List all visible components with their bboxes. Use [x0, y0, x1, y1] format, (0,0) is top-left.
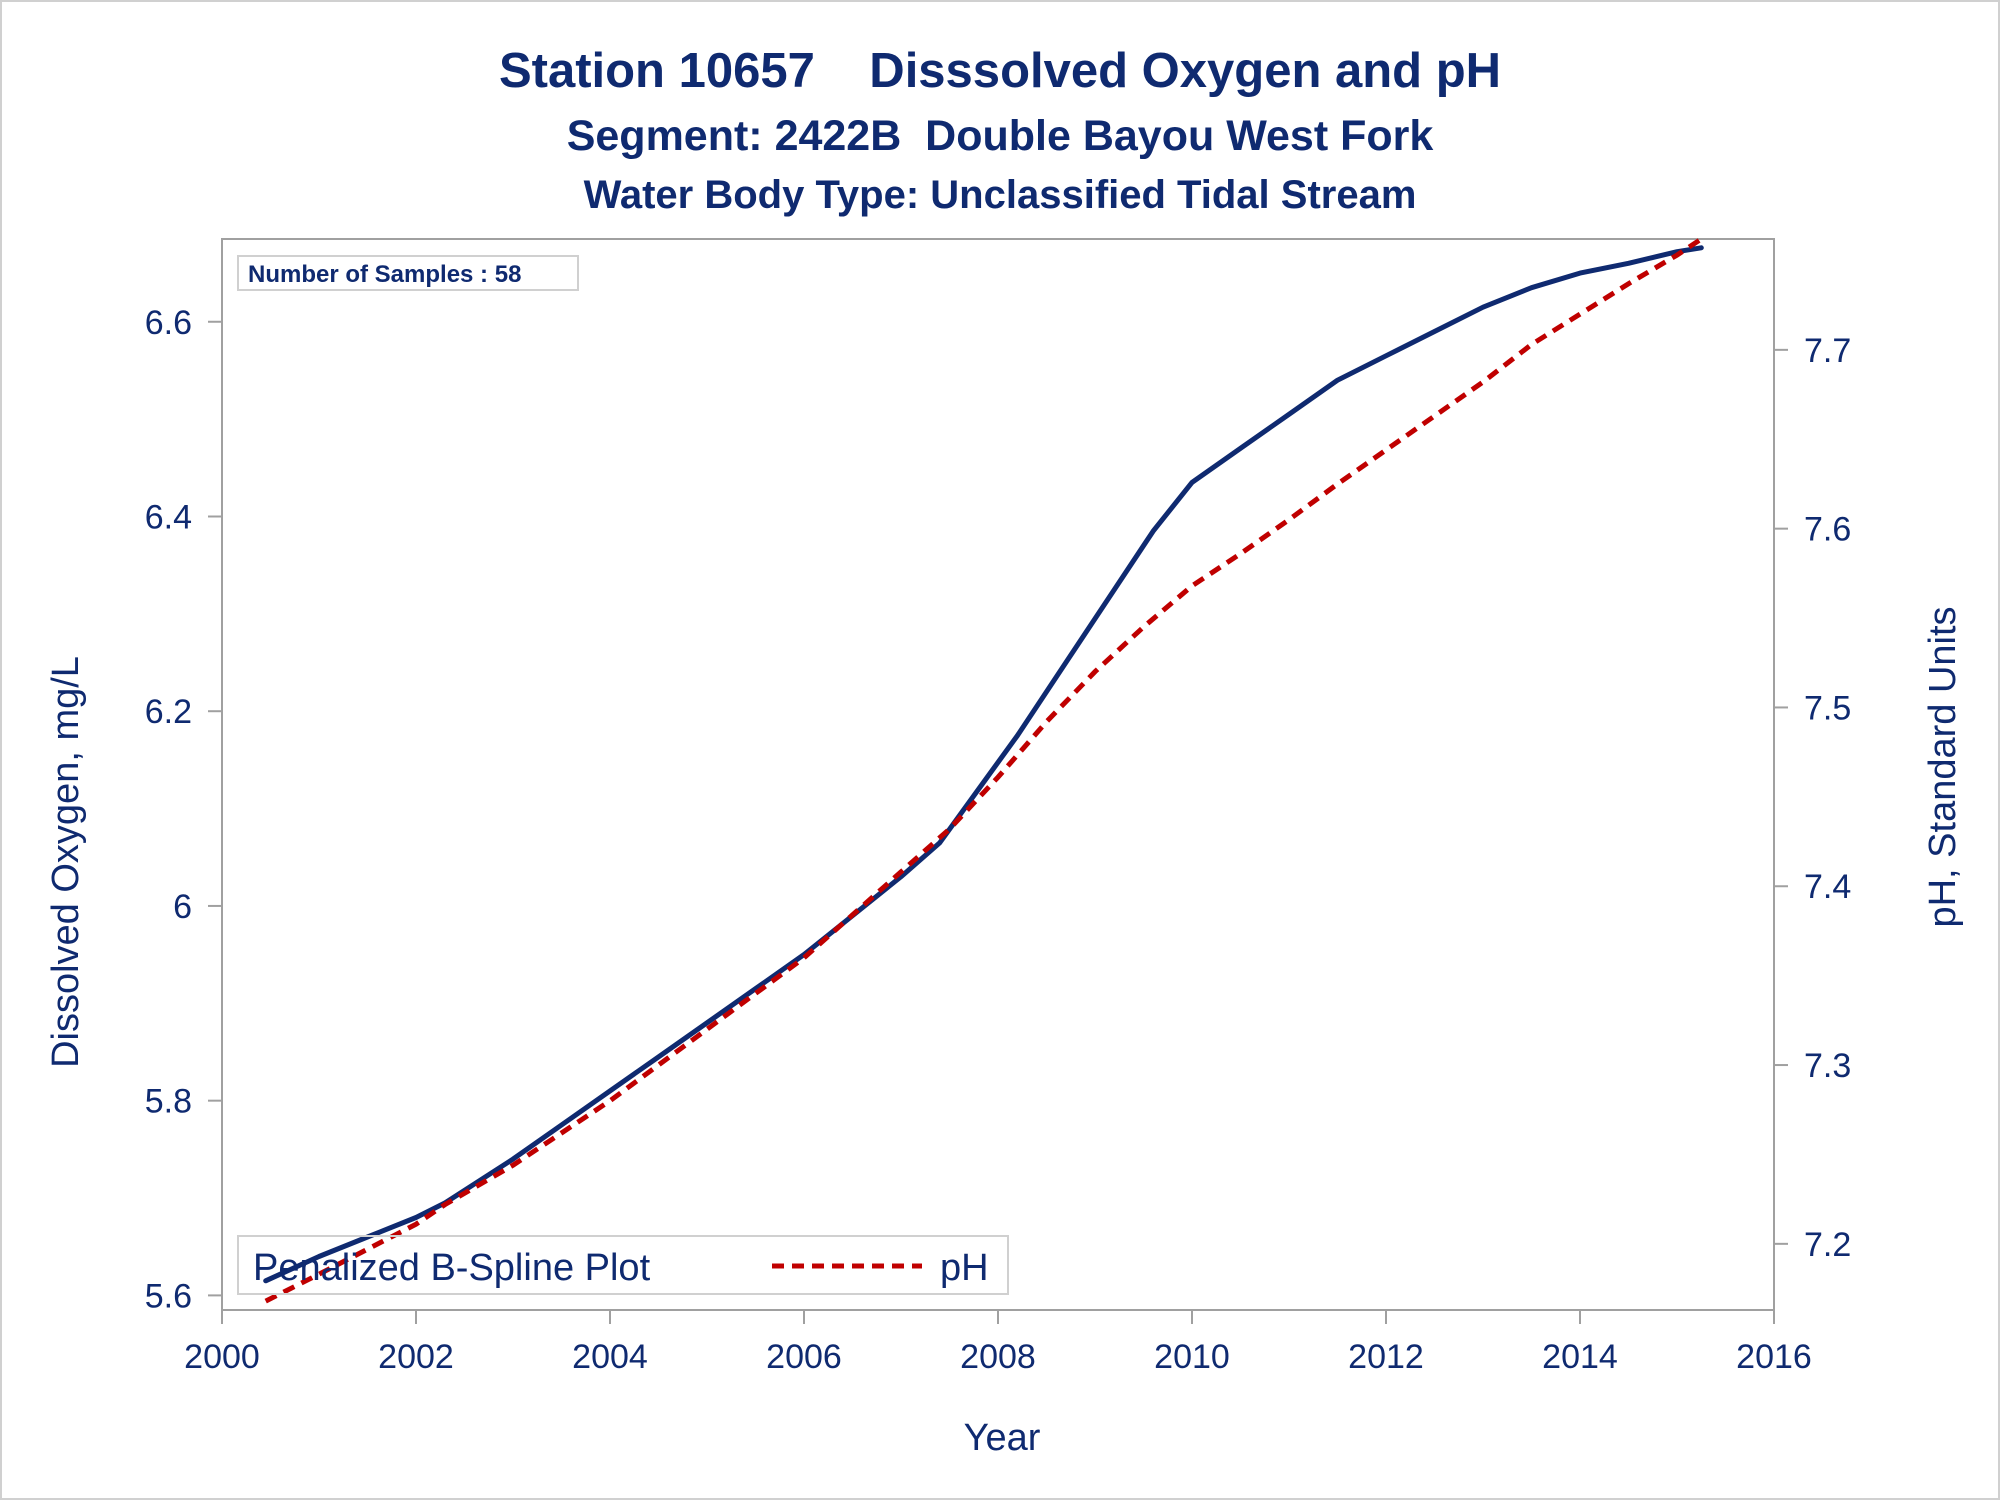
x-tick-label: 2012: [1348, 1338, 1424, 1376]
y2-tick-label: 7.3: [1804, 1047, 1851, 1085]
chart-subtitle: Segment: 2422B Double Bayou West Fork: [567, 112, 1434, 160]
chart-title: Station 10657 Disssolved Oxygen and pH: [499, 44, 1501, 98]
y-axis-label: Dissolved Oxygen, mg/L: [45, 656, 87, 1068]
y2-tick-label: 7.2: [1804, 1226, 1851, 1264]
x-tick-label: 2008: [960, 1338, 1036, 1376]
y2-tick-label: 7.7: [1804, 332, 1851, 370]
y-tick-label: 5.6: [145, 1277, 192, 1315]
sample-count-box: [237, 255, 579, 291]
series-line-ph: [264, 236, 1703, 1304]
series-line-dissolved-oxygen: [263, 245, 1704, 1284]
x-tick-label: 2010: [1154, 1338, 1230, 1376]
y-tick-label: 6.6: [145, 304, 192, 342]
y-tick-label: 6.2: [145, 693, 192, 731]
y2-tick-label: 7.6: [1804, 511, 1851, 549]
x-tick-label: 2016: [1736, 1338, 1812, 1376]
y2-tick-label: 7.5: [1804, 689, 1851, 727]
y2-tick-label: 7.4: [1804, 868, 1851, 906]
y-tick-label: 5.8: [145, 1083, 192, 1121]
sample-count-text: Number of Samples : 58: [248, 261, 521, 288]
x-tick-label: 2002: [378, 1338, 454, 1376]
x-tick-label: 2014: [1542, 1338, 1618, 1376]
chart-subtitle-2: Water Body Type: Unclassified Tidal Stre…: [584, 173, 1417, 217]
legend-box: [237, 1235, 1009, 1295]
x-axis-ticks: 2000 2002 2004 2006 2008 2010 2012 2014 2016: [184, 1310, 1812, 1376]
y-tick-label: 6: [173, 888, 192, 926]
y-axis-ticks: 5.6 5.8 6 6.2 6.4 6.6: [145, 304, 222, 1315]
y2-axis-ticks: 7.2 7.3 7.4 7.5 7.6 7.7: [1774, 332, 1851, 1264]
legend-entry-ph: pH: [940, 1247, 989, 1289]
x-axis-label: Year: [964, 1417, 1041, 1459]
x-tick-label: 2000: [184, 1338, 260, 1376]
y2-axis-label: pH, Standard Units: [1922, 606, 1964, 927]
x-tick-label: 2006: [766, 1338, 842, 1376]
legend-title: Penalized B-Spline Plot: [253, 1247, 651, 1289]
x-tick-label: 2004: [572, 1338, 648, 1376]
y-tick-label: 6.4: [145, 498, 192, 536]
